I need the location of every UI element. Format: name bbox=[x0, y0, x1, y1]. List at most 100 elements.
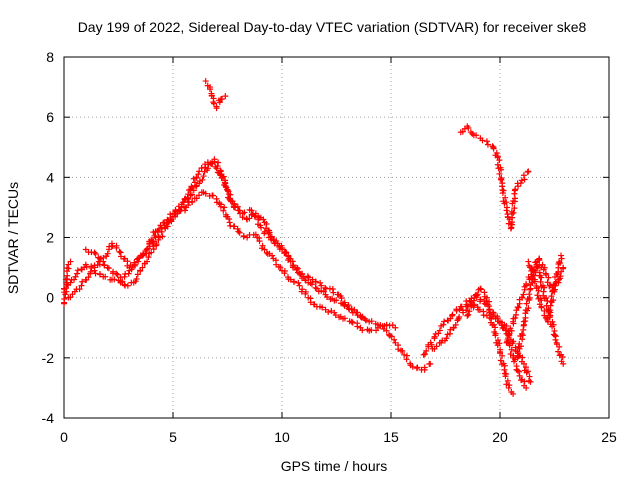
data-point bbox=[260, 216, 267, 223]
data-point bbox=[556, 352, 563, 359]
data-point bbox=[209, 192, 216, 199]
data-point bbox=[258, 224, 265, 231]
data-point bbox=[520, 318, 527, 325]
data-point bbox=[540, 266, 547, 273]
data-point bbox=[256, 238, 263, 245]
data-point bbox=[550, 281, 557, 288]
data-point bbox=[456, 314, 463, 321]
data-point bbox=[241, 209, 248, 216]
data-point bbox=[125, 270, 132, 277]
data-point bbox=[221, 204, 228, 211]
data-point bbox=[188, 198, 195, 205]
x-axis-label: GPS time / hours bbox=[281, 458, 388, 474]
data-point bbox=[555, 259, 562, 266]
data-point bbox=[226, 219, 233, 226]
data-point bbox=[145, 254, 152, 261]
data-point bbox=[368, 318, 375, 325]
data-point bbox=[503, 207, 510, 214]
data-point bbox=[102, 273, 109, 280]
data-point bbox=[296, 282, 303, 289]
data-point bbox=[281, 270, 288, 277]
data-point bbox=[524, 169, 531, 176]
data-point bbox=[251, 213, 258, 220]
data-point bbox=[388, 333, 395, 340]
data-point bbox=[202, 164, 209, 171]
data-point bbox=[501, 200, 508, 207]
data-point bbox=[470, 297, 477, 304]
data-point bbox=[494, 342, 501, 349]
data-point bbox=[283, 249, 290, 256]
data-point bbox=[199, 176, 206, 183]
data-point bbox=[443, 335, 450, 342]
data-point bbox=[508, 208, 515, 215]
data-point bbox=[196, 192, 203, 199]
data-point bbox=[414, 364, 421, 371]
data-point bbox=[208, 160, 215, 167]
data-point bbox=[85, 274, 92, 281]
data-point bbox=[427, 360, 434, 367]
data-point bbox=[538, 283, 545, 290]
data-point bbox=[463, 307, 470, 314]
data-point bbox=[218, 96, 225, 103]
data-point bbox=[164, 223, 171, 230]
data-point bbox=[546, 282, 553, 289]
data-point bbox=[503, 381, 510, 388]
data-point bbox=[65, 261, 72, 268]
data-point bbox=[332, 312, 339, 319]
data-point bbox=[483, 297, 490, 304]
data-point bbox=[498, 322, 505, 329]
y-tick-label: 2 bbox=[46, 230, 54, 246]
data-point bbox=[148, 249, 155, 256]
data-point bbox=[476, 306, 483, 313]
data-point bbox=[135, 258, 142, 265]
data-point bbox=[67, 294, 74, 301]
data-point bbox=[421, 364, 428, 371]
data-point bbox=[484, 301, 491, 308]
data-point bbox=[87, 268, 94, 275]
data-point bbox=[361, 315, 368, 322]
data-point bbox=[498, 176, 505, 183]
y-tick-label: 0 bbox=[46, 290, 54, 306]
data-point bbox=[217, 203, 224, 210]
data-point bbox=[518, 377, 525, 384]
data-point bbox=[202, 190, 209, 197]
data-point bbox=[359, 327, 366, 334]
y-tick-label: -2 bbox=[42, 350, 55, 366]
data-point bbox=[61, 295, 68, 302]
data-point bbox=[305, 274, 312, 281]
data-point bbox=[511, 358, 518, 365]
data-point bbox=[502, 326, 509, 333]
data-point bbox=[290, 278, 297, 285]
y-tick-label: 6 bbox=[46, 109, 54, 125]
data-point bbox=[155, 226, 162, 233]
data-point bbox=[534, 265, 541, 272]
data-point bbox=[516, 372, 523, 379]
data-point bbox=[176, 207, 183, 214]
data-point bbox=[395, 346, 402, 353]
data-point bbox=[506, 342, 513, 349]
data-point bbox=[494, 315, 501, 322]
data-point bbox=[525, 258, 532, 265]
data-point bbox=[538, 274, 545, 281]
data-point bbox=[140, 251, 147, 258]
data-point bbox=[292, 264, 299, 271]
data-point bbox=[483, 294, 490, 301]
data-point bbox=[341, 302, 348, 309]
data-point bbox=[179, 199, 186, 206]
data-point bbox=[420, 351, 427, 358]
data-point bbox=[499, 190, 506, 197]
data-point bbox=[520, 360, 527, 367]
data-point bbox=[143, 246, 150, 253]
data-point bbox=[520, 291, 527, 298]
data-point bbox=[182, 207, 189, 214]
data-point bbox=[550, 297, 557, 304]
data-point bbox=[72, 273, 79, 280]
data-point bbox=[473, 294, 480, 301]
data-point bbox=[433, 343, 440, 350]
data-point bbox=[202, 78, 209, 85]
data-point bbox=[156, 234, 163, 241]
data-point bbox=[252, 212, 259, 219]
data-point bbox=[528, 279, 535, 286]
data-point bbox=[502, 194, 509, 201]
data-point bbox=[548, 293, 555, 300]
